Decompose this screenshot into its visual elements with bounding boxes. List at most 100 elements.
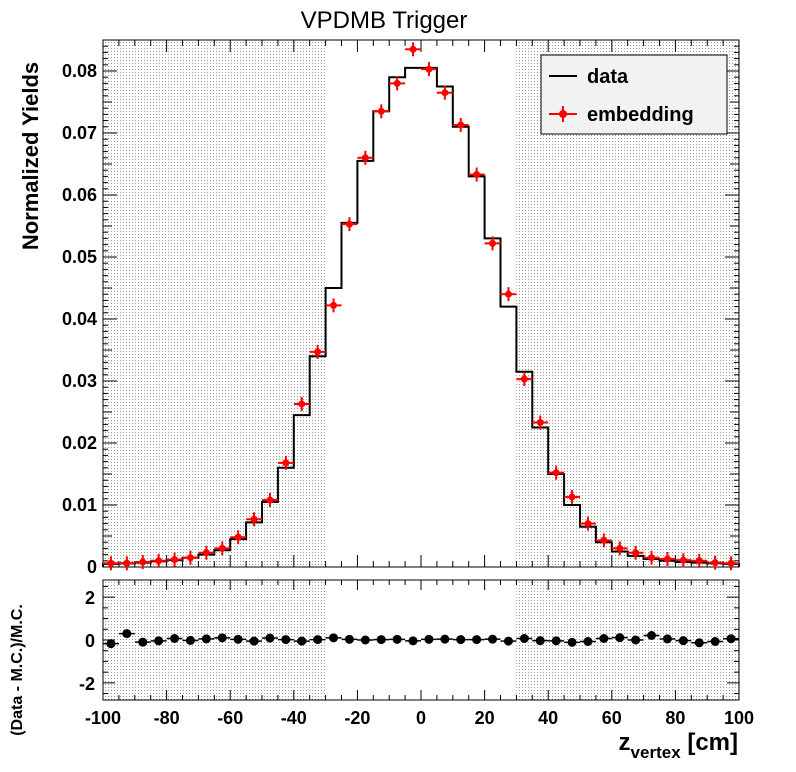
embedding-point [564, 489, 580, 504]
ratio-point [675, 636, 692, 646]
embedding-point [436, 85, 453, 100]
ratio-axis-ticks: -202-100 -80 -60 -40 -20 0 20 40 60 80 100 [79, 580, 754, 728]
embedding-point [643, 550, 660, 565]
ratio-marker [281, 635, 291, 645]
y-tick-label: 0.08 [62, 61, 97, 81]
embedding-marker [409, 45, 417, 53]
embedding-marker [568, 493, 576, 501]
ratio-point [548, 636, 565, 646]
embedding-marker [552, 469, 560, 477]
embedding-marker [504, 290, 512, 298]
ratio-marker [154, 636, 164, 646]
embedding-marker [584, 520, 592, 528]
y-tick-label: 0.06 [62, 185, 97, 205]
legend-embedding-label: embedding [587, 104, 694, 126]
ratio-marker [662, 634, 672, 644]
ratio-y-tick-label: -2 [79, 674, 95, 694]
embedding-marker [600, 536, 608, 544]
ratio-marker [408, 636, 418, 646]
x-axis-title: zvertex [cm] [619, 729, 738, 762]
embedding-marker [202, 549, 210, 557]
main-series-layer [102, 42, 740, 571]
ratio-marker [726, 634, 736, 644]
x-tick-label: -40 [281, 708, 307, 728]
embedding-point [309, 344, 326, 359]
y-tick-label: 0.01 [62, 495, 97, 515]
x-axis-title-subscript: vertex [631, 743, 682, 762]
ratio-marker [694, 638, 704, 648]
ratio-marker [249, 636, 259, 646]
embedding-marker [345, 220, 353, 228]
x-tick-label: 60 [602, 708, 622, 728]
y-tick-label: 0.03 [62, 371, 97, 391]
x-axis-title-unit: [cm] [681, 729, 738, 756]
ratio-marker [519, 634, 529, 643]
ratio-marker [313, 635, 323, 645]
embedding-point [500, 287, 517, 302]
ratio-point [150, 636, 167, 646]
ratio-marker [392, 634, 402, 644]
embedding-point [182, 550, 199, 565]
ratio-point [341, 634, 358, 644]
ratio-point [468, 635, 485, 645]
embedding-point [532, 415, 549, 430]
ratio-point [373, 635, 390, 645]
ratio-point [198, 634, 215, 644]
embedding-point [150, 553, 167, 568]
ratio-marker [583, 637, 593, 646]
embedding-marker [441, 89, 449, 97]
embedding-point [659, 551, 676, 566]
embedding-point [103, 556, 119, 571]
embedding-point [580, 516, 596, 531]
ratio-point [103, 639, 119, 649]
x-tick-label: -100 [85, 708, 121, 728]
ratio-point [230, 634, 247, 644]
embedding-marker [425, 65, 433, 73]
embedding-point [389, 76, 406, 91]
ratio-point [611, 633, 628, 643]
embedding-point [421, 62, 437, 77]
embedding-point [707, 555, 724, 570]
ratio-point [325, 633, 342, 643]
ratio-marker [185, 635, 195, 645]
ratio-point [246, 636, 262, 646]
ratio-point [643, 631, 660, 640]
embedding-point [373, 104, 390, 119]
main-axis-ticks: 0 0.01 0.02 0.03 0.04 0.05 0.06 0.07 0.08 [62, 39, 740, 577]
embedding-marker [123, 559, 131, 567]
ratio-marker [647, 631, 657, 640]
x-tick-label: 0 [416, 708, 426, 728]
embedding-marker [663, 555, 671, 563]
ratio-marker [599, 634, 609, 643]
x-tick-label: 80 [665, 708, 685, 728]
embedding-marker [250, 515, 258, 523]
ratio-point [723, 634, 739, 644]
ratio-point [293, 636, 310, 646]
embedding-marker [377, 107, 385, 115]
ratio-point [627, 635, 644, 645]
embedding-marker [679, 556, 687, 564]
embedding-point [548, 465, 565, 480]
ratio-point [262, 633, 278, 643]
y-tick-label: 0.02 [62, 433, 97, 453]
embedding-marker [727, 559, 735, 567]
ratio-marker [678, 636, 688, 646]
embedding-marker [171, 556, 179, 564]
embedding-marker [314, 348, 322, 356]
legend-embedding-marker [559, 110, 567, 118]
x-tick-label: 20 [475, 708, 495, 728]
embedding-marker [393, 79, 401, 87]
ratio-point [500, 636, 517, 646]
main-shaded-region [103, 40, 326, 567]
ratio-point [182, 635, 199, 645]
embedding-marker [632, 549, 640, 557]
ratio-point [118, 629, 135, 639]
ratio-point [134, 637, 151, 647]
embedding-point [468, 167, 485, 182]
ratio-point [309, 635, 326, 645]
embedding-marker [711, 559, 719, 567]
ratio-marker [122, 629, 132, 639]
embedding-point [691, 553, 708, 568]
embedding-point [325, 298, 342, 313]
ratio-point [516, 634, 533, 643]
